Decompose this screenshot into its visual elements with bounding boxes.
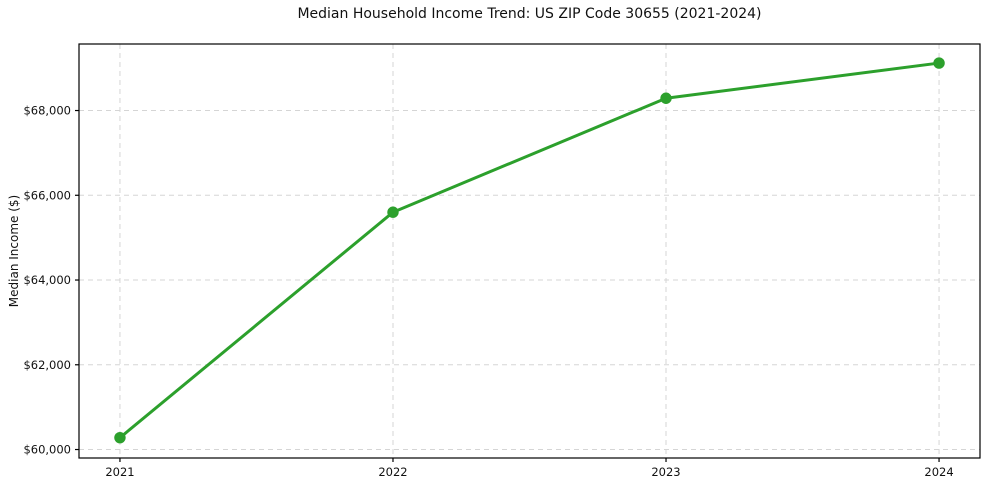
x-tick-label: 2021 xyxy=(105,465,134,479)
data-point-2023 xyxy=(660,92,672,104)
y-tick-label: $68,000 xyxy=(23,104,71,118)
data-point-2021 xyxy=(114,431,126,444)
chart-title: Median Household Income Trend: US ZIP Co… xyxy=(297,6,762,22)
data-point-2024 xyxy=(933,57,945,69)
trend-line xyxy=(118,61,941,440)
y-tick-label: $62,000 xyxy=(23,358,71,372)
plot-border xyxy=(78,43,981,459)
y-tick-label: $60,000 xyxy=(23,443,71,457)
y-axis-label: Median Income ($) xyxy=(7,194,21,308)
x-tick-label: 2024 xyxy=(924,465,953,479)
y-tick-label: $64,000 xyxy=(23,273,71,287)
data-point-2022 xyxy=(387,206,399,218)
x-tick-label: 2022 xyxy=(378,465,407,479)
x-tick-label: 2023 xyxy=(651,465,680,479)
y-tick-label: $66,000 xyxy=(23,188,71,202)
